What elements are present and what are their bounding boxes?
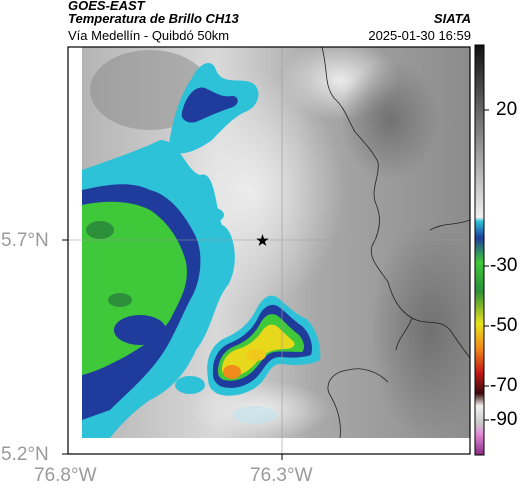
colorbar: [474, 44, 485, 456]
colorbar-label-m50: -50: [490, 315, 518, 336]
lon-label-76-8: 76.8°W: [34, 465, 97, 486]
colorbar-label-m30: -30: [490, 255, 518, 276]
star-icon: [256, 234, 269, 246]
satellite-title: GOES-EAST: [68, 0, 145, 13]
lon-label-76-3: 76.3°W: [250, 465, 313, 486]
product-title: Temperatura de Brillo CH13: [68, 11, 239, 26]
route-subtitle: Vía Medellín - Quibdó 50km: [68, 28, 230, 43]
map-frame: [67, 46, 471, 455]
colorbar-label-m70: -70: [490, 375, 518, 396]
lat-label-5-2: 5.2°N: [1, 444, 49, 465]
lat-label-5-7: 5.7°N: [1, 230, 49, 251]
source-label: SIATA: [433, 11, 471, 26]
datetime-label: 2025-01-30 16:59: [368, 28, 471, 43]
border-lines: [321, 47, 470, 439]
colorbar-label-m90: -90: [490, 409, 518, 430]
colorbar-ticks: [484, 109, 489, 421]
satellite-imagery: [82, 47, 470, 440]
colorbar-label-20: 20: [496, 99, 518, 120]
